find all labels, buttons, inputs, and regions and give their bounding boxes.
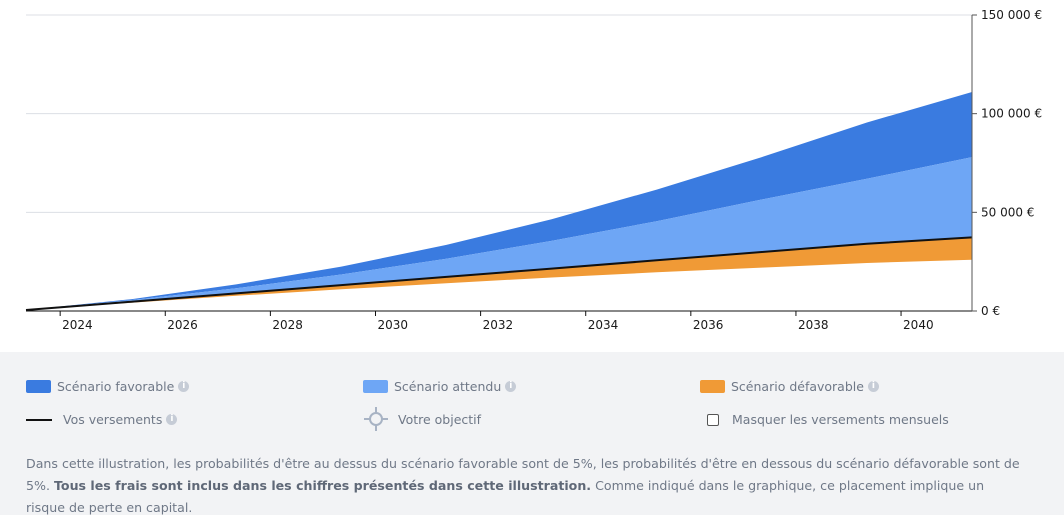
legend-attendu[interactable]: Scénario attendu i [363,379,517,394]
legend-versements[interactable]: Vos versements i [26,412,178,427]
y-tick-label: 50 000 € [981,205,1034,219]
x-tick-label: 2024 [62,318,93,332]
legend-panel: Scénario favorable i Scénario attendu i … [0,352,1064,515]
favorable-swatch [26,380,51,393]
x-tick-label: 2034 [588,318,619,332]
chart-area: 0 € 50 000 € 100 000 € 150 000 € 2024 2026 202… [25,8,1043,332]
attendu-swatch [363,380,388,393]
target-icon [364,407,388,431]
x-tick-label: 2032 [483,318,514,332]
legend-objectif[interactable]: Votre objectif [363,406,481,432]
hide-monthly-label: Masquer les versements mensuels [732,412,949,427]
info-icon[interactable]: i [505,381,517,392]
y-tick-label: 0 € [981,304,1000,318]
x-tick-label: 2030 [377,318,408,332]
disclaimer-bold: Tous les frais sont inclus dans les chif… [54,478,592,493]
legend-versements-label: Vos versements [63,412,163,427]
attendu-area [26,157,972,310]
x-tick-label: 2038 [798,318,829,332]
hide-monthly-checkbox[interactable] [707,413,719,426]
info-icon[interactable]: i [178,381,190,392]
x-tick-label: 2028 [272,318,303,332]
legend-defavorable[interactable]: Scénario défavorable i [700,379,879,394]
disclaimer-part2: Comme indiqué dans le graphique, ce plac… [26,478,985,515]
versements-line [25,236,973,311]
info-icon[interactable]: i [867,381,879,392]
info-icon[interactable]: i [166,414,178,425]
disclaimer-text: Dans cette illustration, les probabilité… [26,453,1026,519]
legend-favorable-label: Scénario favorable [57,379,175,394]
legend-attendu-label: Scénario attendu [394,379,502,394]
x-tick-label: 2026 [167,318,198,332]
y-tick-label: 150 000 € [981,8,1042,22]
x-tick-label: 2040 [903,318,934,332]
versements-line-swatch [26,418,52,421]
hide-monthly-toggle[interactable]: Masquer les versements mensuels [707,412,949,427]
projection-chart: 0 € 50 000 € 100 000 € 150 000 € 2024 2026 202… [25,8,1042,332]
legend-favorable[interactable]: Scénario favorable i [26,379,190,394]
defavorable-swatch [700,380,725,393]
legend-defavorable-label: Scénario défavorable [731,379,864,394]
legend-objectif-label: Votre objectif [398,411,482,427]
disclaimer-part1: Dans cette illustration, les probabilité… [26,456,1020,493]
y-tick-label: 100 000 € [981,107,1042,121]
x-tick-label: 2036 [693,318,724,332]
